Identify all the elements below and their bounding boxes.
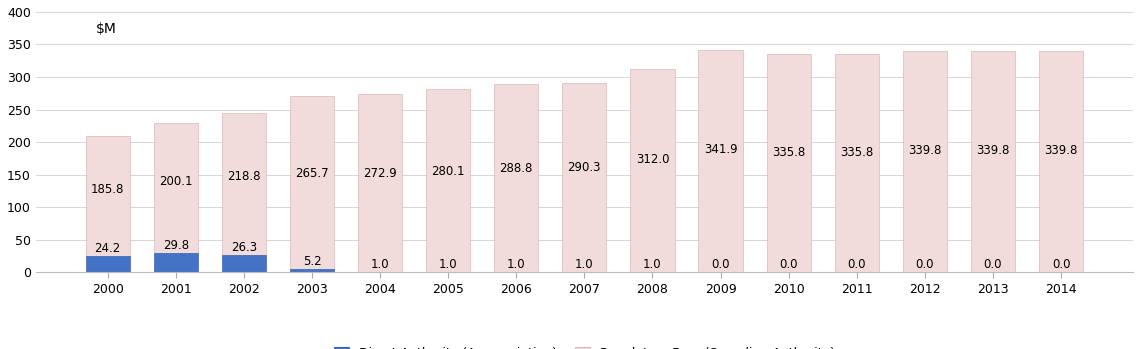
Text: 339.8: 339.8 [1044, 144, 1077, 157]
Bar [222, 113, 266, 255]
Text: 24.2: 24.2 [95, 243, 121, 255]
Text: 0.0: 0.0 [847, 258, 866, 271]
Text: 339.8: 339.8 [976, 144, 1010, 157]
Text: 312.0: 312.0 [636, 154, 669, 166]
Text: 5.2: 5.2 [302, 255, 321, 268]
Text: 1.0: 1.0 [370, 258, 390, 270]
Bar [154, 122, 198, 253]
Bar [426, 89, 471, 272]
Legend: Direct Authority (Appropriation), Regulatory Fees (Spending Authority): Direct Authority (Appropriation), Regula… [328, 342, 840, 349]
Text: $M: $M [96, 22, 117, 36]
Bar [86, 135, 130, 257]
Text: 272.9: 272.9 [364, 168, 397, 180]
Text: 335.8: 335.8 [840, 146, 873, 158]
Bar [699, 50, 742, 272]
Text: 265.7: 265.7 [295, 167, 328, 180]
Text: 29.8: 29.8 [163, 239, 189, 252]
Text: 1.0: 1.0 [439, 258, 457, 270]
Bar [766, 54, 811, 272]
Text: 1.0: 1.0 [643, 258, 662, 270]
Text: 0.0: 0.0 [915, 258, 934, 271]
Bar [1039, 51, 1083, 272]
Text: 1.0: 1.0 [575, 258, 594, 270]
Text: 0.0: 0.0 [711, 258, 730, 271]
Text: 335.8: 335.8 [772, 146, 805, 158]
Bar [834, 54, 879, 272]
Text: 339.8: 339.8 [909, 144, 942, 157]
Bar [154, 253, 198, 272]
Bar [630, 68, 675, 272]
Bar [903, 51, 947, 272]
Text: 0.0: 0.0 [780, 258, 798, 271]
Text: 218.8: 218.8 [227, 170, 261, 183]
Text: 0.0: 0.0 [1052, 258, 1070, 271]
Bar [494, 84, 538, 272]
Bar [290, 269, 334, 272]
Bar [562, 83, 606, 272]
Bar [86, 257, 130, 272]
Bar [290, 96, 334, 269]
Text: 280.1: 280.1 [431, 165, 465, 178]
Text: 341.9: 341.9 [703, 143, 738, 156]
Text: 1.0: 1.0 [507, 258, 526, 270]
Bar [222, 255, 266, 272]
Bar [971, 51, 1015, 272]
Text: 185.8: 185.8 [91, 184, 124, 196]
Bar [358, 94, 402, 272]
Text: 288.8: 288.8 [499, 162, 534, 175]
Text: 26.3: 26.3 [230, 241, 256, 254]
Text: 290.3: 290.3 [568, 161, 601, 174]
Text: 200.1: 200.1 [160, 175, 193, 188]
Text: 0.0: 0.0 [984, 258, 1002, 271]
